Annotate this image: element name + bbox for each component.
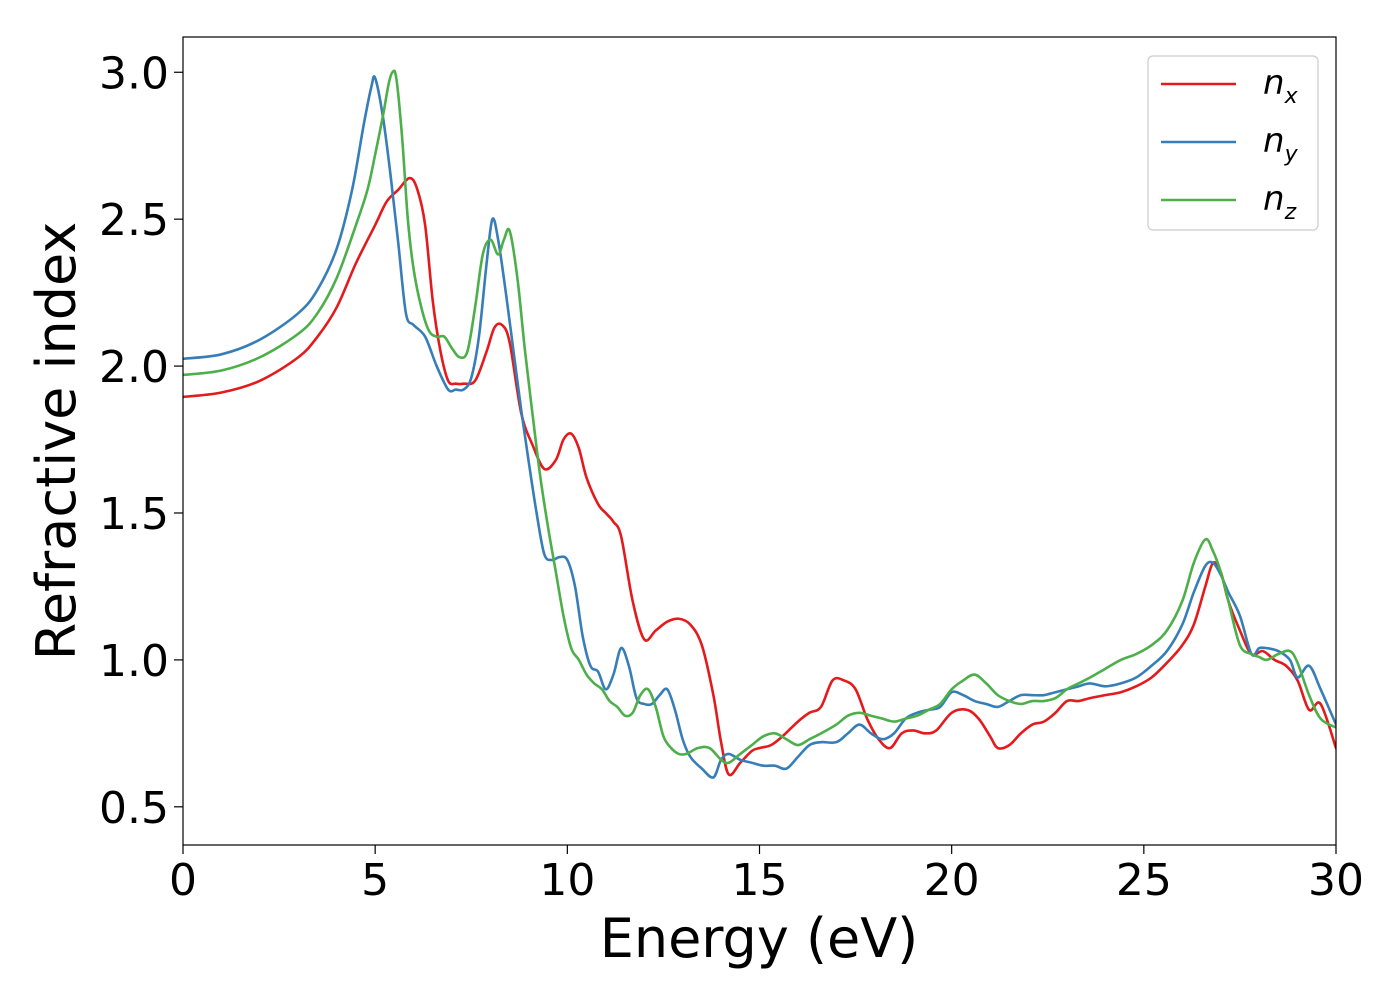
- x-axis-title: Energy (eV): [600, 907, 919, 970]
- y-tick-label: 2.5: [99, 195, 169, 246]
- series-line-n_z: [183, 69, 1336, 765]
- x-tick-label: 5: [361, 855, 389, 906]
- y-tick-label: 3.0: [99, 48, 169, 99]
- x-tick-label: 25: [1116, 855, 1172, 906]
- x-tick-label: 0: [169, 855, 197, 906]
- x-tick-label: 30: [1308, 855, 1364, 906]
- y-tick-label: 1.0: [99, 636, 169, 687]
- y-tick-label: 1.5: [99, 489, 169, 540]
- y-axis: 0.5 1.0 1.5 2.0 2.5 3.0: [99, 48, 183, 834]
- legend-label-n_z: nz: [1263, 179, 1297, 225]
- y-tick-label: 2.0: [99, 342, 169, 393]
- y-axis-title: Refractive index: [25, 222, 88, 661]
- legend-label-n_y: ny: [1263, 121, 1299, 167]
- x-tick-label: 15: [732, 855, 788, 906]
- series-line-n_y: [183, 75, 1336, 779]
- legend: nx ny nz: [1147, 55, 1319, 231]
- series-group: [183, 69, 1336, 779]
- x-tick-label: 10: [539, 855, 595, 906]
- x-tick-label: 20: [924, 855, 980, 906]
- series-line-n_x: [183, 176, 1336, 777]
- legend-label-n_x: nx: [1263, 63, 1299, 109]
- y-tick-label: 0.5: [99, 783, 169, 834]
- plot-background: [183, 37, 1336, 845]
- x-axis: 0 5 10 15 20 25 30: [169, 845, 1364, 906]
